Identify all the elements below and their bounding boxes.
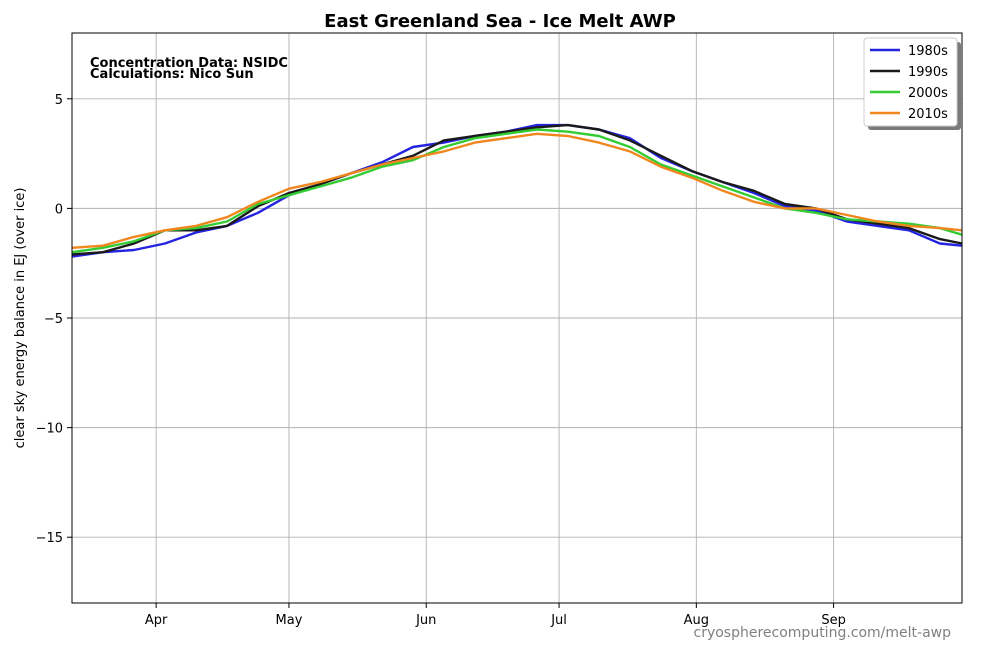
legend-label-2010s: 2010s xyxy=(908,107,948,122)
x-tick-label: Jun xyxy=(415,613,436,628)
y-tick-label: −10 xyxy=(36,422,63,437)
legend: 1980s 1990s 2000s 2010s xyxy=(863,37,961,130)
series-line-1990s xyxy=(71,123,963,256)
series-layer xyxy=(71,123,963,258)
series-line-2010s xyxy=(71,132,963,249)
y-axis-label: clear sky energy balance in EJ (over ice… xyxy=(13,188,28,449)
x-tick-label: Sep xyxy=(821,613,846,628)
y-tick-label: −5 xyxy=(44,312,63,327)
credit-url: cryospherecomputing.com/melt-awp xyxy=(694,625,952,641)
x-axis: Apr May Jun Jul Aug Sep xyxy=(145,603,846,628)
legend-label-2000s: 2000s xyxy=(908,86,948,101)
x-tick-label: Aug xyxy=(684,613,709,628)
y-tick-label: 5 xyxy=(55,93,63,108)
x-tick-label: Jul xyxy=(550,613,567,628)
legend-label-1980s: 1980s xyxy=(908,44,948,59)
y-tick-label: −15 xyxy=(36,531,63,546)
legend-box xyxy=(863,37,958,127)
legend-label-1990s: 1990s xyxy=(908,65,948,80)
x-tick-label: May xyxy=(276,613,303,628)
chart-title: East Greenland Sea - Ice Melt AWP xyxy=(324,11,676,32)
x-tick-label: Apr xyxy=(145,613,168,628)
y-axis: 5 0 −5 −10 −15 xyxy=(36,93,72,546)
y-tick-label: 0 xyxy=(55,202,63,217)
series-line-1980s xyxy=(71,123,963,258)
annotation-calculations-credit: Calculations: Nico Sun xyxy=(90,67,254,82)
series-line-2000s xyxy=(71,128,963,254)
annotation-concentration-source: Concentration Data: NSIDC xyxy=(90,56,288,71)
grid xyxy=(72,33,962,603)
